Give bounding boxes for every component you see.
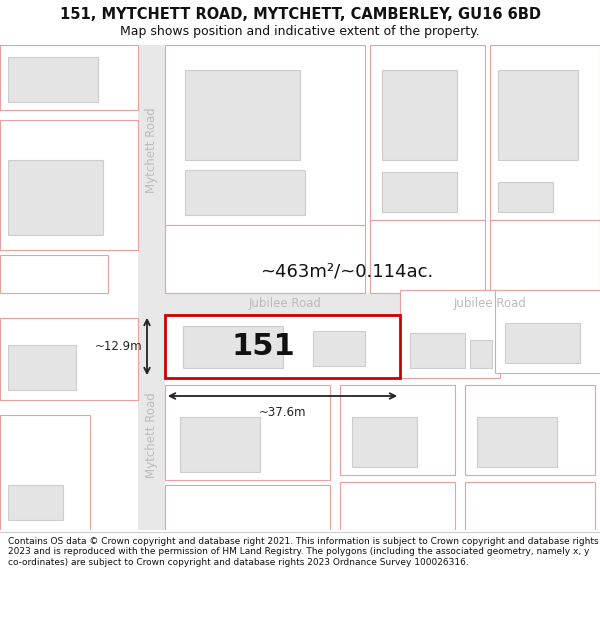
Bar [382,172,457,212]
Text: Mytchett Road: Mytchett Road [146,107,158,193]
Text: Jubilee Road: Jubilee Road [248,298,322,311]
Text: ~463m²/~0.114ac.: ~463m²/~0.114ac. [260,263,433,281]
Bar [165,45,365,225]
Text: 151, MYTCHETT ROAD, MYTCHETT, CAMBERLEY, GU16 6BD: 151, MYTCHETT ROAD, MYTCHETT, CAMBERLEY,… [59,7,541,22]
Bar [410,333,465,368]
Bar [185,70,300,160]
Bar [0,120,138,250]
Text: Contains OS data © Crown copyright and database right 2021. This information is : Contains OS data © Crown copyright and d… [8,537,599,567]
Bar [8,345,76,390]
Bar [8,485,63,520]
Bar [498,70,578,160]
Bar [370,220,485,293]
Bar [165,485,330,530]
Bar [0,318,138,400]
Text: Mytchett Road: Mytchett Road [146,392,158,478]
Bar [505,323,580,363]
Bar [498,182,553,212]
Bar [8,160,103,235]
Bar [165,225,365,293]
Text: ~37.6m: ~37.6m [259,406,306,419]
Bar [0,255,108,293]
Bar [340,385,455,475]
Bar [165,385,330,480]
Bar [340,482,455,530]
Bar [183,326,283,368]
Bar [495,290,600,373]
Bar [0,415,90,530]
Bar [382,70,457,160]
Bar [352,417,417,467]
Bar [8,57,98,102]
Text: Map shows position and indicative extent of the property.: Map shows position and indicative extent… [120,25,480,38]
Bar [138,293,600,315]
Text: Jubilee Road: Jubilee Road [454,298,526,311]
Bar [400,290,500,378]
Bar [0,45,138,110]
Bar [470,340,492,368]
Bar [477,417,557,467]
Bar [185,170,305,215]
Text: 151: 151 [232,332,296,361]
Text: ~12.9m: ~12.9m [94,340,142,353]
Bar [165,315,400,378]
Bar [138,45,165,530]
Bar [180,417,260,472]
Bar [313,331,365,366]
Bar [490,45,600,220]
Bar [490,220,600,293]
Bar [370,45,485,220]
Bar [465,482,595,530]
Bar [465,385,595,475]
